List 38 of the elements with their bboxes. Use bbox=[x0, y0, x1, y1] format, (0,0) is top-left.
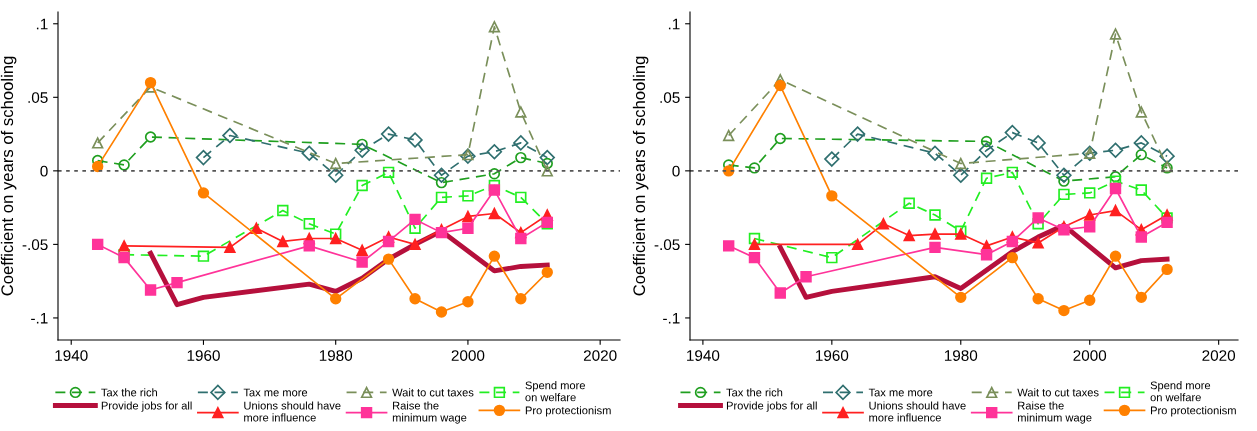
legend-label: Tax the rich bbox=[726, 388, 783, 397]
legend-label: Spend more on welfare bbox=[525, 381, 585, 402]
legend-label: Unions should have more influence bbox=[869, 401, 966, 422]
y-tick-label: -.1 bbox=[31, 312, 48, 324]
x-tick-label: 1980 bbox=[944, 350, 978, 361]
y-tick-label: .1 bbox=[36, 18, 48, 30]
legend-label: Provide jobs for all bbox=[726, 401, 817, 412]
x-tick-label: 1960 bbox=[816, 350, 849, 361]
y-tick-label: .05 bbox=[28, 92, 48, 103]
x-tick-label: 1940 bbox=[55, 350, 88, 361]
x-tick-label: 2020 bbox=[1202, 350, 1236, 361]
y-tick-label: .05 bbox=[660, 92, 680, 103]
y-axis-title: Coefficient on years of schooling bbox=[0, 56, 17, 296]
y-tick-label: -.05 bbox=[22, 239, 48, 251]
y-tick-label: .1 bbox=[668, 18, 680, 30]
legend-label: Wait to cut taxes bbox=[392, 388, 474, 397]
legend-label: Pro protectionism bbox=[1151, 406, 1236, 417]
legend-label: Spend more on welfare bbox=[1150, 381, 1211, 402]
x-tick-label: 2000 bbox=[1073, 350, 1107, 361]
legend-label: Tax me more bbox=[243, 388, 308, 397]
x-tick-label: 1960 bbox=[187, 350, 220, 361]
legend-label: Provide jobs for all bbox=[101, 401, 192, 412]
legend-label: Raise the minimum wage bbox=[392, 401, 467, 424]
y-tick-label: -.1 bbox=[663, 312, 680, 324]
legend-label: Wait to cut taxes bbox=[1017, 388, 1099, 397]
x-tick-label: 1980 bbox=[319, 350, 353, 361]
x-tick-label: 2000 bbox=[451, 350, 485, 361]
x-tick-label: 1940 bbox=[687, 350, 720, 361]
y-tick-label: 0 bbox=[672, 165, 680, 177]
legend-label: Unions should have more influence bbox=[244, 401, 341, 422]
y-axis-title: Coefficient on years of schooling bbox=[632, 56, 649, 296]
y-tick-label: -.05 bbox=[654, 239, 680, 251]
x-tick-label: 2020 bbox=[583, 350, 617, 361]
legend-label: Pro protectionism bbox=[525, 406, 611, 417]
legend-label: Tax the rich bbox=[101, 388, 158, 397]
legend-label: Raise the minimum wage bbox=[1018, 401, 1092, 424]
y-tick-label: 0 bbox=[40, 165, 48, 177]
legend-label: Tax me more bbox=[868, 388, 933, 397]
